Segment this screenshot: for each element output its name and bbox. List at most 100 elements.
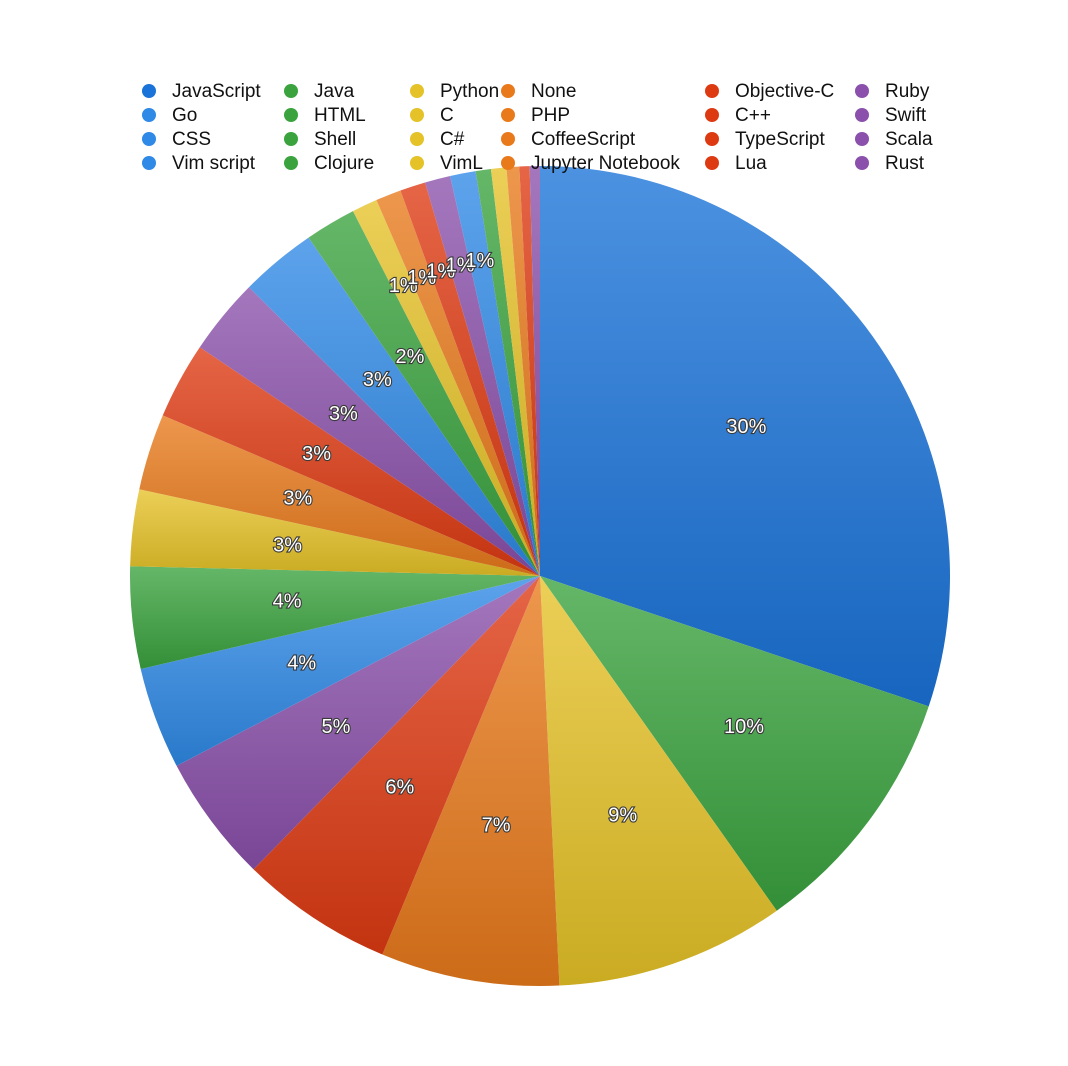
slice-label-ruby: 5%: [322, 716, 351, 738]
legend-item-lua: Lua: [705, 153, 767, 174]
slice-label-c: 1%: [389, 275, 418, 297]
legend-label-ruby: Ruby: [885, 81, 930, 102]
legend-label-vim-script: Vim script: [172, 153, 256, 174]
slice-label-go: 4%: [287, 653, 316, 675]
slice-label-shell: 2%: [396, 346, 425, 368]
legend-item-java: Java: [284, 81, 355, 102]
pie-slice-python: [540, 576, 777, 986]
legend-swatch-scala: [855, 132, 869, 146]
legend-item-c: C#: [410, 129, 465, 150]
legend-item-swift: Swift: [855, 105, 927, 126]
legend-label-java: Java: [314, 81, 355, 102]
legend-swatch-java: [284, 84, 298, 98]
pie-slice-c: [353, 200, 540, 576]
legend-item-none: None: [501, 81, 576, 102]
legend-swatch-c: [705, 108, 719, 122]
legend-swatch-swift: [855, 108, 869, 122]
legend-swatch-none: [501, 84, 515, 98]
legend-label-clojure: Clojure: [314, 153, 374, 174]
pie-slice-rust: [529, 166, 540, 576]
slice-label-none: 7%: [482, 815, 511, 837]
pie-slice-html: [129, 566, 540, 670]
pie-slice-coffeescript: [376, 190, 540, 577]
legend-label-html: HTML: [314, 105, 366, 126]
pie-slice-scala: [425, 175, 540, 576]
pie-slice-css: [248, 237, 540, 576]
legend-item-scala: Scala: [855, 129, 933, 150]
legend-swatch-clojure: [284, 156, 298, 170]
legend-item-vim-script: Vim script: [142, 153, 256, 174]
legend-label-go: Go: [172, 105, 197, 126]
slice-label-typescript: 1%: [426, 260, 455, 282]
legend-swatch-vim-script: [142, 156, 156, 170]
legend-swatch-python: [410, 84, 424, 98]
pie-slice-javascript: [540, 166, 951, 707]
legend-swatch-shell: [284, 132, 298, 146]
legend: JavaScript Go CSS Vim script Java HTML Shell Cl…: [142, 81, 933, 174]
legend-swatch-ruby: [855, 84, 869, 98]
pie-slice-vim-script: [450, 171, 540, 576]
legend-item-ruby: Ruby: [855, 81, 930, 102]
legend-item-typescript: TypeScript: [705, 129, 825, 150]
pie-slice-viml: [490, 167, 540, 576]
slice-label-java: 10%: [724, 716, 764, 738]
legend-label-scala: Scala: [885, 129, 933, 150]
legend-item-objective-c: Objective-C: [705, 81, 834, 102]
legend-item-html: HTML: [284, 105, 366, 126]
legend-swatch-objective-c: [705, 84, 719, 98]
legend-swatch-c: [410, 108, 424, 122]
legend-label-coffeescript: CoffeeScript: [531, 129, 636, 150]
legend-item-jupyter-notebook: Jupyter Notebook: [501, 153, 680, 174]
legend-label-javascript: JavaScript: [172, 81, 261, 102]
legend-swatch-rust: [855, 156, 869, 170]
pie-slice-lua: [519, 166, 540, 576]
pie-slice-clojure: [475, 168, 540, 576]
slice-label-swift: 3%: [329, 403, 358, 425]
legend-item-go: Go: [142, 105, 197, 126]
legend-label-c: C#: [440, 129, 465, 150]
legend-swatch-go: [142, 108, 156, 122]
legend-item-rust: Rust: [855, 153, 925, 174]
legend-item-css: CSS: [142, 129, 211, 150]
legend-label-rust: Rust: [885, 153, 925, 174]
pie-slice-swift: [199, 287, 540, 576]
legend-item-shell: Shell: [284, 129, 356, 150]
pie-slice-typescript: [400, 182, 540, 576]
legend-item-c: C++: [705, 105, 771, 126]
legend-label-jupyter-notebook: Jupyter Notebook: [531, 153, 680, 174]
slice-label-php: 3%: [283, 487, 312, 509]
legend-label-python: Python: [440, 81, 499, 102]
pie-slices: [129, 166, 951, 986]
legend-item-coffeescript: CoffeeScript: [501, 129, 636, 150]
legend-swatch-jupyter-notebook: [501, 156, 515, 170]
legend-item-javascript: JavaScript: [142, 81, 261, 102]
legend-swatch-typescript: [705, 132, 719, 146]
legend-item-c: C: [410, 105, 454, 126]
legend-label-css: CSS: [172, 129, 211, 150]
pie-slice-go: [140, 576, 540, 766]
slice-label-python: 9%: [608, 805, 637, 827]
legend-item-php: PHP: [501, 105, 570, 126]
legend-label-objective-c: Objective-C: [735, 81, 834, 102]
legend-label-php: PHP: [531, 105, 570, 126]
slice-label-c: 3%: [302, 443, 331, 465]
legend-label-shell: Shell: [314, 129, 356, 150]
slice-label-javascript: 30%: [726, 416, 766, 438]
pie-slice-c: [162, 347, 540, 576]
legend-swatch-javascript: [142, 84, 156, 98]
legend-item-viml: VimL: [410, 153, 483, 174]
pie-slice-jupyter-notebook: [506, 166, 540, 576]
slice-label-css: 3%: [363, 369, 392, 391]
legend-item-clojure: Clojure: [284, 153, 374, 174]
pie-slice-php: [139, 415, 540, 576]
legend-label-none: None: [531, 81, 576, 102]
legend-swatch-css: [142, 132, 156, 146]
legend-item-python: Python: [410, 81, 499, 102]
legend-label-swift: Swift: [885, 105, 927, 126]
pie-slice-objective-c: [253, 576, 541, 955]
legend-label-c: C: [440, 105, 454, 126]
legend-swatch-html: [284, 108, 298, 122]
slice-label-vim-script: 1%: [465, 250, 494, 272]
pie-slice-java: [540, 576, 929, 911]
